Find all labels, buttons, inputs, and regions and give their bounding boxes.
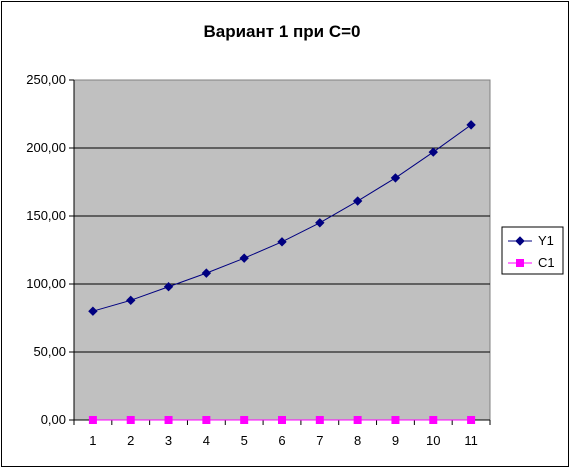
legend-label: Y1 xyxy=(538,233,554,248)
data-point-c1 xyxy=(429,416,438,424)
x-tick-label: 6 xyxy=(278,433,285,448)
series-c1 xyxy=(88,416,476,424)
x-tick-label: 3 xyxy=(165,433,172,448)
data-point-y1 xyxy=(352,196,363,206)
x-tick-label: 2 xyxy=(127,433,134,448)
y-tick-label: 250,00 xyxy=(26,72,66,87)
data-point-y1 xyxy=(88,306,98,316)
data-point-y1 xyxy=(163,282,174,292)
series-y1 xyxy=(88,120,476,316)
x-tick-label: 9 xyxy=(392,433,399,448)
x-tick-label: 11 xyxy=(464,433,478,448)
chart-title: Вариант 1 при С=0 xyxy=(203,22,360,41)
data-point-y1 xyxy=(239,253,249,263)
gridlines xyxy=(74,147,490,353)
legend-marker xyxy=(516,259,524,267)
data-point-y1 xyxy=(126,295,136,306)
data-point-c1 xyxy=(315,416,324,424)
y-tick-label: 200,00 xyxy=(26,140,66,155)
plot-area xyxy=(73,79,491,421)
y-tick-label: 100,00 xyxy=(26,276,66,291)
data-point-y1 xyxy=(466,120,476,130)
x-tick-label: 7 xyxy=(316,433,323,448)
series xyxy=(88,120,476,424)
x-tick-label: 1 xyxy=(89,433,96,448)
data-point-y1 xyxy=(277,237,287,247)
y-tick-label: 0,00 xyxy=(41,412,66,427)
data-point-c1 xyxy=(126,416,135,424)
data-point-y1 xyxy=(428,147,438,157)
data-point-c1 xyxy=(353,416,362,424)
data-point-c1 xyxy=(278,416,286,424)
data-point-y1 xyxy=(201,268,212,278)
data-point-y1 xyxy=(315,218,325,228)
x-tick-label: 4 xyxy=(203,433,210,448)
data-point-c1 xyxy=(164,416,173,424)
data-point-c1 xyxy=(467,416,476,424)
x-tick-label: 5 xyxy=(241,433,248,448)
y-tick-label: 50,00 xyxy=(33,344,66,359)
data-point-y1 xyxy=(390,173,401,183)
legend-box xyxy=(501,226,564,275)
data-point-c1 xyxy=(202,416,211,424)
y-tick-label: 150,00 xyxy=(26,208,66,223)
x-tick-label: 10 xyxy=(426,433,440,448)
data-point-c1 xyxy=(240,416,249,424)
legend-label: C1 xyxy=(538,255,555,270)
x-tick-label: 8 xyxy=(354,433,361,448)
data-point-c1 xyxy=(391,416,400,424)
legend-marker xyxy=(515,236,525,246)
data-point-c1 xyxy=(88,416,97,424)
